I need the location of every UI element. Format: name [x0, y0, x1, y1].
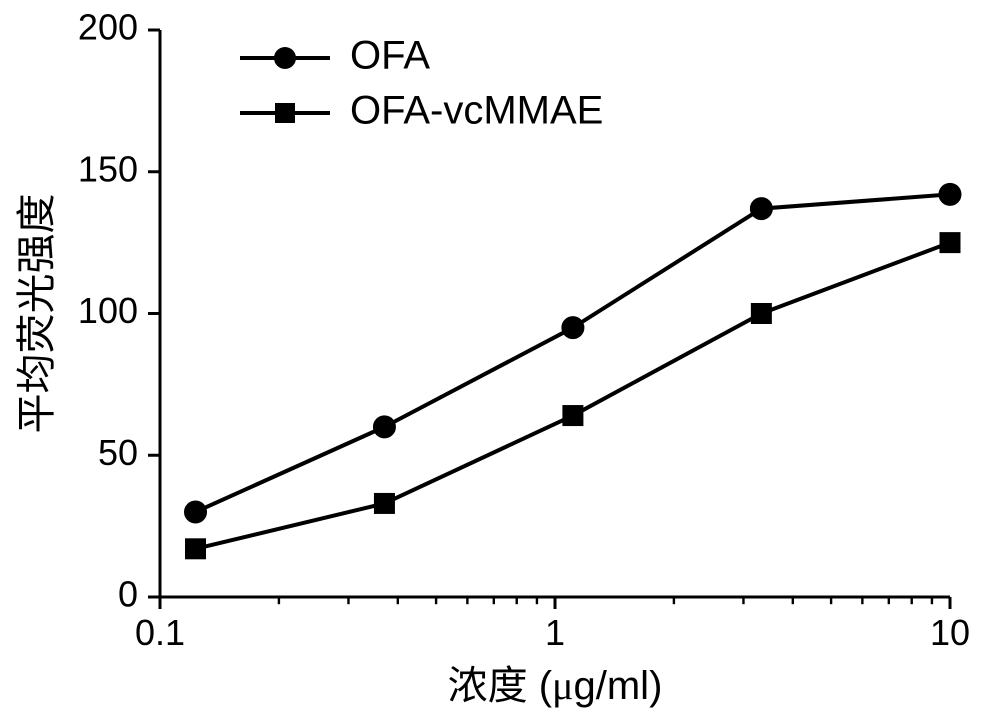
- series-marker-circle: [185, 501, 207, 523]
- y-tick-label: 50: [98, 432, 138, 473]
- x-tick-label: 10: [930, 612, 970, 653]
- x-axis-label: 浓度 (μg/ml): [448, 663, 663, 708]
- series-marker-square: [940, 233, 960, 253]
- series-marker-square: [563, 406, 583, 426]
- series-marker-circle: [750, 198, 772, 220]
- series-marker-circle: [373, 416, 395, 438]
- y-axis-label: 平均荧光强度: [15, 194, 59, 434]
- legend-marker-circle: [274, 47, 296, 69]
- legend-label: OFA-vcMMAE: [350, 89, 603, 133]
- line-chart: 0 50 100 150 200 0.1 1 10 平均荧光强度浓度 (μg/ml) OFA OFA…: [0, 0, 1000, 717]
- y-tick-label: 0: [118, 574, 138, 615]
- y-tick-label: 150: [78, 148, 138, 189]
- series-marker-square: [186, 539, 206, 559]
- x-tick-label: 0.1: [135, 612, 185, 653]
- series-marker-circle: [939, 183, 961, 205]
- y-tick-label: 200: [78, 7, 138, 48]
- legend-marker-square: [275, 103, 295, 123]
- series-marker-circle: [562, 317, 584, 339]
- legend-label: OFA: [350, 34, 430, 78]
- chart-container: 0 50 100 150 200 0.1 1 10 平均荧光强度浓度 (μg/ml) OFA OFA…: [0, 0, 1000, 717]
- x-tick-label: 1: [545, 612, 565, 653]
- y-tick-label: 100: [78, 290, 138, 331]
- series-marker-square: [751, 304, 771, 324]
- series-marker-square: [374, 493, 394, 513]
